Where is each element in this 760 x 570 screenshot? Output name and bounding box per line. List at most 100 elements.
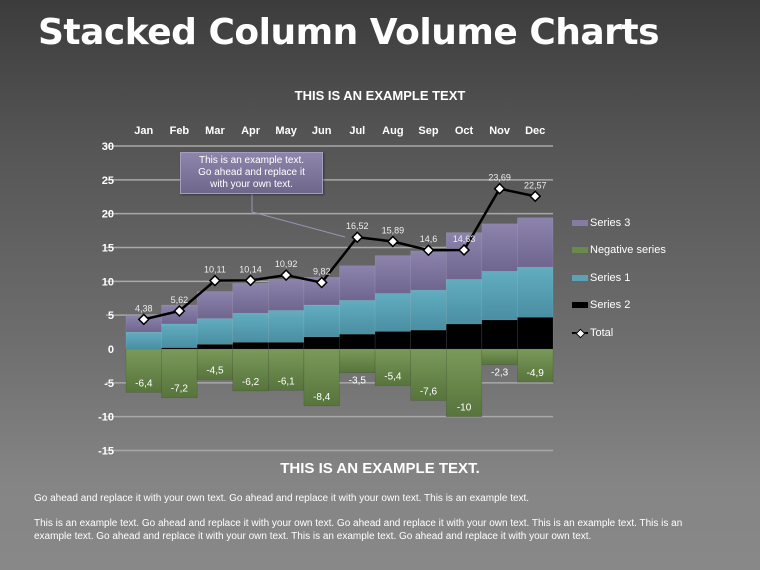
total-data-label: 22,57 xyxy=(524,180,547,190)
legend-label: Series 2 xyxy=(590,299,631,312)
total-data-label: 15,89 xyxy=(382,225,405,235)
data-label: -4,5 xyxy=(206,365,224,376)
data-label: -6,4 xyxy=(135,378,153,389)
y-tick-label: 20 xyxy=(102,209,114,221)
bar-segment xyxy=(339,300,376,335)
bar-segment xyxy=(303,336,340,350)
legend-label: Series 3 xyxy=(590,216,631,229)
callout-line-2: Go ahead and replace it xyxy=(198,167,305,178)
negative-bar xyxy=(410,348,447,401)
bar-segment xyxy=(481,270,518,321)
bar-segment xyxy=(268,279,305,311)
negative-series-swatch-icon xyxy=(572,247,588,254)
bar-segment xyxy=(410,250,447,291)
y-tick-label: -15 xyxy=(98,446,114,458)
series-2-swatch-icon xyxy=(572,302,588,309)
total-marker-icon xyxy=(137,313,150,326)
legend-item-series-2: Series 2 xyxy=(572,292,666,320)
x-tick-label: Nov xyxy=(489,125,511,137)
bar-segment xyxy=(339,333,376,350)
y-tick-label: -10 xyxy=(98,412,114,424)
legend-item-series-3: Series 3 xyxy=(572,209,666,237)
chart-title: THIS IS AN EXAMPLE TEXT xyxy=(294,88,466,103)
negative-bar xyxy=(161,348,198,398)
data-label: -6,1 xyxy=(278,376,296,387)
legend-label: Total xyxy=(590,326,614,339)
callout-line-1: This is an example text. xyxy=(198,155,305,166)
bar-segment xyxy=(303,304,340,338)
total-marker-icon xyxy=(422,244,435,257)
total-data-label: 10,11 xyxy=(204,265,226,275)
bar-segment xyxy=(125,331,162,350)
bar-segment xyxy=(232,312,269,343)
legend-item-series-1: Series 1 xyxy=(572,264,666,292)
y-tick-label: -5 xyxy=(104,378,114,390)
total-data-label: 10,92 xyxy=(275,259,298,269)
bar-segment xyxy=(517,266,554,318)
total-marker-icon xyxy=(351,231,364,244)
y-tick-label: 0 xyxy=(108,344,114,356)
y-tick-label: 10 xyxy=(102,276,114,288)
x-tick-label: Feb xyxy=(170,125,190,137)
callout-box: This is an example text. Go ahead and re… xyxy=(180,152,323,194)
legend-label: Series 1 xyxy=(590,271,631,284)
x-tick-label: Apr xyxy=(241,125,261,137)
y-axis-labels: 30 25 20 15 10 5 0 -5 -10 -15 xyxy=(98,141,114,458)
bar-segment xyxy=(517,316,554,350)
total-data-label: 10,14 xyxy=(239,264,262,274)
bar-segment xyxy=(410,329,447,350)
total-data-label: 14,63 xyxy=(453,234,476,244)
bar-segment xyxy=(374,255,411,294)
bar-segment xyxy=(196,291,234,319)
x-tick-label: May xyxy=(275,125,297,137)
page-title: Stacked Column Volume Charts xyxy=(38,12,660,53)
bar-segment xyxy=(446,323,483,350)
data-label: -5,4 xyxy=(384,372,402,383)
total-line-marker-icon xyxy=(572,328,588,338)
y-tick-label: 15 xyxy=(102,243,114,255)
total-line: 4,38 5,62 10,11 10,14 10,92 9,82 16,52 15,89 14,… xyxy=(135,173,547,326)
x-axis-labels: Jan Feb Mar Apr May Jun Jul Aug Sep Oct Nov Dec xyxy=(134,125,545,137)
total-marker-icon xyxy=(386,235,399,248)
total-data-label: 5,62 xyxy=(171,295,189,305)
legend-label: Negative series xyxy=(590,244,666,257)
y-tick-label: 30 xyxy=(102,141,114,153)
data-label: -8,4 xyxy=(313,392,331,403)
total-marker-icon xyxy=(244,274,257,287)
negative-bar xyxy=(339,348,376,373)
data-label: -6,2 xyxy=(242,377,260,388)
data-label: -3,5 xyxy=(349,376,367,387)
bar-segment xyxy=(196,318,234,345)
data-label: -7,6 xyxy=(420,386,438,397)
bar-segment xyxy=(161,323,198,348)
series-1-swatch-icon xyxy=(572,274,588,281)
total-marker-icon xyxy=(315,276,328,289)
x-tick-label: Oct xyxy=(455,125,474,137)
total-marker-icon xyxy=(458,243,471,257)
data-label: -10 xyxy=(457,403,472,414)
x-tick-label: Sep xyxy=(418,125,438,137)
body-paragraph-1: Go ahead and replace it with your own te… xyxy=(34,493,530,504)
negative-bar xyxy=(303,348,340,407)
bar-segment xyxy=(481,319,518,350)
total-data-label: 9,82 xyxy=(313,267,331,277)
bar-segment xyxy=(446,279,483,325)
negative-bar xyxy=(481,348,518,365)
bar-segment xyxy=(268,310,305,343)
total-data-label: 16,52 xyxy=(346,221,369,231)
total-marker-icon xyxy=(493,182,506,195)
total-marker-icon xyxy=(280,269,293,282)
total-marker-icon xyxy=(173,304,186,317)
negative-bar xyxy=(446,348,483,417)
section-heading: THIS IS AN EXAMPLE TEXT. xyxy=(280,460,480,477)
total-marker-icon xyxy=(208,274,221,287)
total-data-label: 4,38 xyxy=(135,303,153,313)
bar-segment xyxy=(481,223,518,272)
negative-bar xyxy=(196,348,234,380)
total-marker-icon xyxy=(529,190,542,203)
y-tick-label: 5 xyxy=(108,310,114,322)
x-tick-label: Aug xyxy=(382,125,403,137)
callout-leader xyxy=(251,211,346,238)
bar-segment xyxy=(232,283,269,314)
